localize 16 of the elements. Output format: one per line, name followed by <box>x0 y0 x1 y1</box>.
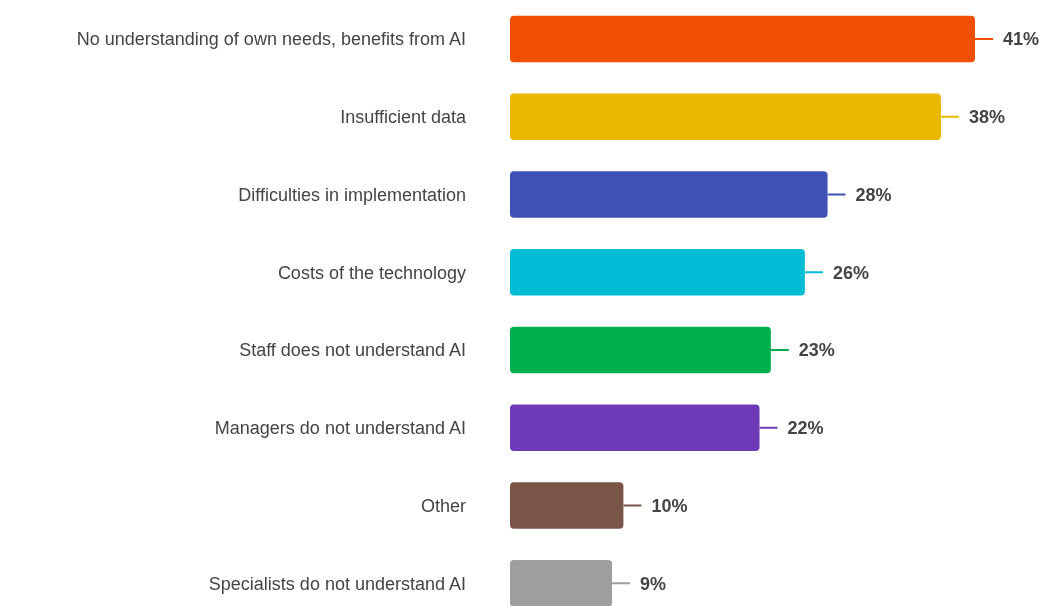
data-label: 9% <box>640 573 667 594</box>
data-label: 22% <box>787 418 824 439</box>
data-label: 10% <box>651 495 688 516</box>
data-label: 28% <box>855 184 892 205</box>
y-tick-label: Staff does not understand AI <box>239 340 466 361</box>
data-label: 41% <box>1003 29 1040 50</box>
y-tick-label: No understanding of own needs, benefits from AI <box>76 29 466 50</box>
data-label: 23% <box>798 340 835 361</box>
data-label: 38% <box>968 107 1006 128</box>
data-label: 26% <box>832 262 869 283</box>
y-tick-label: Other <box>420 495 466 516</box>
y-tick-label: Insufficient data <box>340 107 467 128</box>
y-tick-label: Specialists do not understand AI <box>208 573 466 594</box>
y-tick-label: Difficulties in implementation <box>238 184 466 205</box>
y-tick-label: Managers do not understand AI <box>214 418 466 439</box>
y-tick-label: Costs of the technology <box>277 262 466 283</box>
